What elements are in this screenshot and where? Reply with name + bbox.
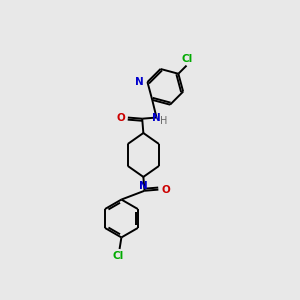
Text: Cl: Cl — [182, 54, 193, 64]
Text: N: N — [136, 77, 144, 87]
Text: H: H — [160, 116, 168, 126]
Text: O: O — [116, 112, 125, 122]
Text: N: N — [152, 112, 161, 122]
Text: O: O — [161, 184, 170, 195]
Text: Cl: Cl — [113, 251, 124, 261]
Text: N: N — [139, 181, 148, 191]
